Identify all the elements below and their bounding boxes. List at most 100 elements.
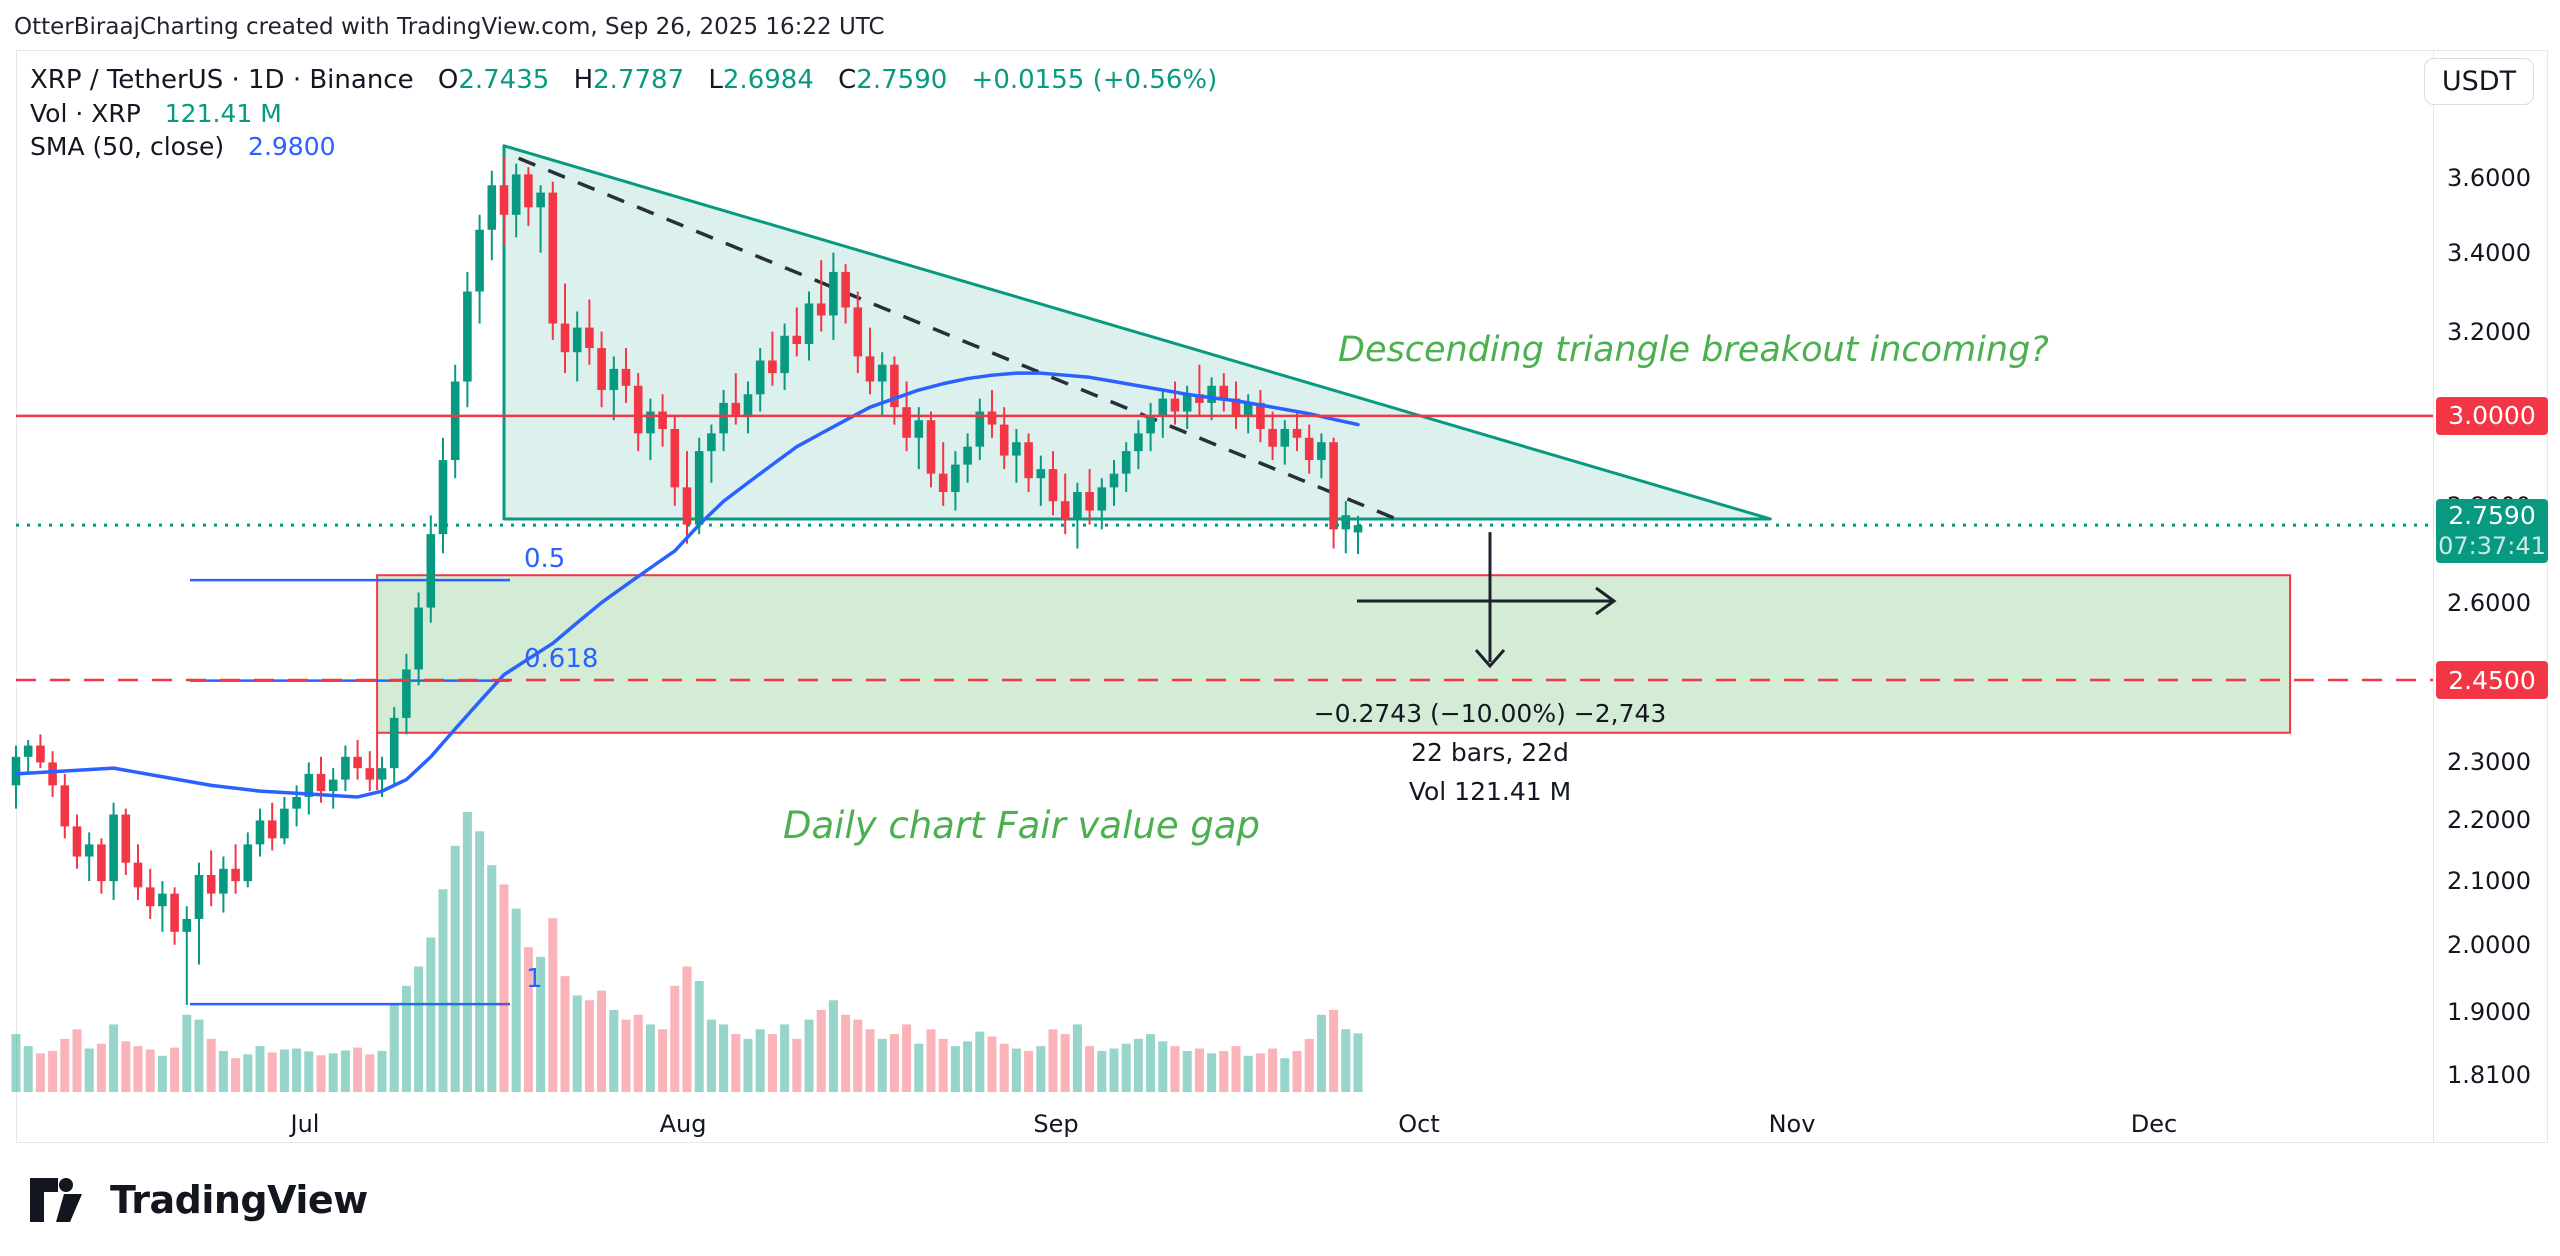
candle-body: [719, 402, 728, 434]
candle-body: [1182, 394, 1192, 412]
legend-volume-row[interactable]: Vol · XRP 121.41 M: [30, 97, 1217, 130]
volume-bar: [401, 985, 411, 1092]
resistance-price-label: 3.0000: [2436, 396, 2548, 435]
candle-body: [633, 385, 643, 434]
volume-bar: [792, 1038, 802, 1092]
candle-body: [280, 808, 289, 839]
candle-body: [670, 428, 680, 488]
candle-body: [487, 185, 497, 230]
volume-bar: [853, 1019, 863, 1092]
candle-body: [133, 862, 143, 888]
volume-bar: [1121, 1043, 1131, 1092]
symbol-title[interactable]: XRP / TetherUS · 1D · Binance: [30, 65, 414, 95]
candle-body: [463, 291, 472, 382]
volume-bar: [243, 1054, 253, 1092]
volume-bar: [96, 1043, 106, 1092]
volume-bar: [206, 1038, 216, 1092]
volume-bar: [828, 1000, 838, 1092]
candle-body: [731, 402, 741, 416]
time-axis[interactable]: Jul Aug Sep Oct Nov Dec: [0, 1100, 2433, 1143]
volume-bar: [609, 1009, 619, 1092]
candle-body: [292, 796, 301, 809]
candle-body: [328, 779, 338, 792]
ohlc-change-value: +0.0155 (+0.56%): [971, 65, 1218, 95]
volume-bar: [706, 1019, 716, 1092]
measure-volume: Vol 121.41 M: [1408, 777, 1572, 806]
volume-bar: [157, 1055, 167, 1092]
volume-bar: [414, 966, 424, 1092]
legend-sma-row[interactable]: SMA (50, close) 2.9800: [30, 130, 1217, 163]
volume-bar: [1231, 1046, 1241, 1092]
candle-body: [1353, 525, 1363, 533]
candle-body: [755, 360, 765, 395]
volume-bar: [1207, 1053, 1217, 1092]
volume-bar: [377, 1050, 387, 1092]
descending-triangle-shape[interactable]: [502, 144, 1772, 521]
volume-bar: [694, 980, 704, 1092]
candle-body: [1012, 442, 1021, 456]
candle-body: [743, 394, 753, 416]
price-tick-3.6000: 3.6000: [2447, 164, 2531, 193]
candle-body: [975, 411, 985, 447]
volume-bar: [1353, 1033, 1363, 1092]
time-tick-Jul: Jul: [290, 1110, 320, 1138]
candle-body: [560, 323, 570, 353]
volume-bar: [1097, 1050, 1107, 1092]
ohlc-low-key: L: [708, 65, 723, 95]
volume-bar: [84, 1048, 94, 1092]
currency-usdt-button[interactable]: USDT: [2424, 58, 2534, 105]
volume-bar: [670, 985, 680, 1092]
volume-bar: [133, 1046, 143, 1092]
volume-bar: [1011, 1048, 1021, 1092]
volume-bar: [511, 908, 521, 1092]
candle-body: [121, 814, 131, 863]
candle-body: [780, 335, 789, 374]
volume-bar: [633, 1014, 643, 1092]
measure-price-change: −0.2743 (−10.00%) −2,743: [1313, 699, 1667, 728]
candle-body: [1097, 487, 1107, 511]
volume-bar: [560, 976, 570, 1092]
candle-body: [963, 446, 972, 465]
candle-body: [389, 717, 399, 769]
bar-countdown-timer: 07:37:41: [2438, 532, 2546, 561]
volume-bar: [1329, 1009, 1339, 1092]
price-axis-separator: [2433, 50, 2434, 1143]
price-tick-3.4000: 3.4000: [2447, 238, 2531, 267]
candle-body: [145, 887, 155, 907]
sma-50-line[interactable]: [14, 371, 1360, 799]
volume-bar: [1243, 1055, 1253, 1092]
candle-body: [1304, 437, 1314, 461]
candle-body: [1207, 385, 1216, 403]
price-axis[interactable]: 3.60003.40003.20002.80002.60002.30002.20…: [2434, 50, 2560, 1143]
candle-body: [267, 820, 277, 839]
volume-bar: [1158, 1041, 1168, 1092]
volume-bar: [145, 1049, 155, 1092]
volume-bar: [1170, 1046, 1180, 1092]
volume-bar: [523, 947, 533, 1092]
candle-body: [658, 411, 667, 429]
candle-body: [475, 229, 484, 292]
ohlc-close-value: 2.7590: [856, 65, 948, 95]
price-tick-3.2000: 3.2000: [2447, 317, 2531, 346]
candle-body: [768, 360, 777, 374]
price-tick-2.1000: 2.1000: [2447, 867, 2531, 896]
candle-body: [36, 745, 45, 763]
tradingview-footer[interactable]: TradingView: [30, 1178, 368, 1222]
volume-bar: [621, 1019, 631, 1092]
volume-bar: [682, 966, 692, 1092]
volume-bar: [438, 889, 448, 1092]
volume-bar: [182, 1014, 192, 1092]
tradingview-brand-text: TradingView: [110, 1178, 368, 1222]
legend-symbol-row[interactable]: XRP / TetherUS · 1D · Binance O2.7435 H2…: [30, 64, 1217, 97]
volume-bar: [1072, 1024, 1082, 1092]
candle-body: [609, 368, 619, 391]
candle-body: [841, 271, 850, 308]
volume-bar: [304, 1051, 314, 1092]
candle-body: [353, 756, 362, 769]
fair-value-gap-box[interactable]: [376, 574, 2292, 734]
candle-body: [365, 768, 375, 780]
volume-bar: [1024, 1050, 1034, 1092]
candle-body: [304, 773, 314, 797]
candle-body: [1158, 398, 1168, 416]
